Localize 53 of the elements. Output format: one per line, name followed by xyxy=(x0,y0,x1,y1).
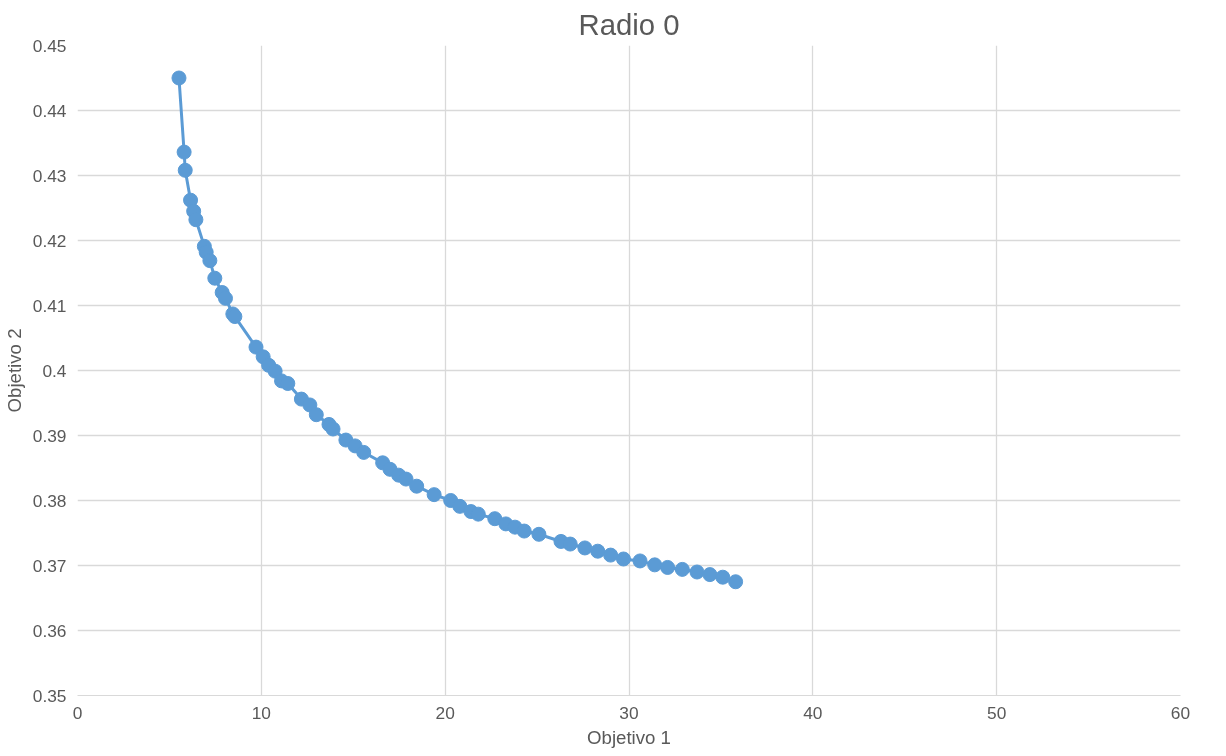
point xyxy=(452,498,468,514)
point xyxy=(207,270,223,286)
x-tick-label: 50 xyxy=(987,702,1007,723)
point xyxy=(615,551,631,567)
point xyxy=(603,547,619,563)
point xyxy=(516,523,532,539)
x-tick-label: 60 xyxy=(1170,702,1191,723)
point xyxy=(647,557,663,573)
point xyxy=(248,339,264,355)
point xyxy=(531,526,547,542)
x-tick-label: 10 xyxy=(251,702,271,723)
point xyxy=(674,561,690,577)
point xyxy=(325,421,341,437)
y-tick-label: 0.44 xyxy=(32,100,67,121)
point xyxy=(398,471,414,487)
point xyxy=(188,212,204,228)
x-tick-label: 30 xyxy=(619,702,639,723)
point xyxy=(177,162,193,178)
y-tick-label: 0.4 xyxy=(42,360,67,381)
point xyxy=(308,407,324,423)
point xyxy=(590,543,606,559)
x-axis-title: Objetivo 1 xyxy=(587,726,671,748)
point xyxy=(409,478,425,494)
point xyxy=(689,564,705,580)
y-tick-label: 0.38 xyxy=(32,490,67,511)
y-tick-label: 0.45 xyxy=(32,35,67,56)
point xyxy=(426,487,442,503)
y-tick-label: 0.39 xyxy=(32,425,67,446)
x-tick-label: 20 xyxy=(435,702,455,723)
point xyxy=(356,444,372,460)
chart-title: Radio 0 xyxy=(578,7,680,41)
point xyxy=(702,567,718,583)
point xyxy=(470,506,486,522)
point xyxy=(562,536,578,552)
point xyxy=(632,553,648,569)
y-tick-label: 0.41 xyxy=(32,295,67,316)
y-tick-label: 0.43 xyxy=(32,165,67,186)
y-tick-label: 0.35 xyxy=(32,685,67,706)
point xyxy=(217,290,233,306)
x-tick-label: 40 xyxy=(803,702,823,723)
point xyxy=(728,574,744,590)
y-tick-label: 0.37 xyxy=(32,555,67,576)
point xyxy=(715,569,731,585)
point xyxy=(176,144,192,160)
point xyxy=(660,559,676,575)
point xyxy=(171,70,187,86)
point xyxy=(577,540,593,556)
y-tick-label: 0.42 xyxy=(32,230,67,251)
x-tick-label: 0 xyxy=(72,702,83,723)
y-axis-title: Objetivo 2 xyxy=(3,328,25,413)
y-tick-label: 0.36 xyxy=(32,620,67,641)
point xyxy=(202,253,218,269)
point xyxy=(280,376,296,391)
